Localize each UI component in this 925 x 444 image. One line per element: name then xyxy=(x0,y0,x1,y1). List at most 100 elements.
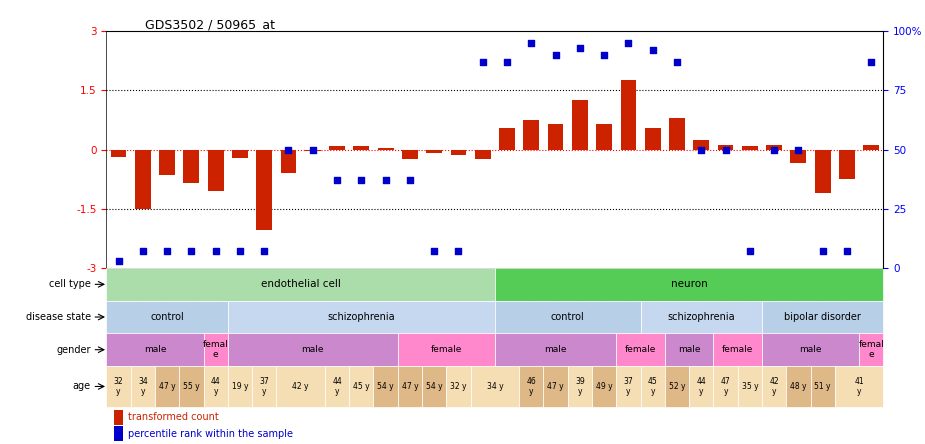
Text: endothelial cell: endothelial cell xyxy=(261,279,340,289)
Bar xyxy=(597,124,612,150)
Point xyxy=(549,51,563,58)
Bar xyxy=(640,366,665,407)
Text: schizophrenia: schizophrenia xyxy=(668,312,735,322)
Bar xyxy=(256,150,272,230)
Bar xyxy=(766,145,782,150)
Text: femal
e: femal e xyxy=(858,340,884,359)
Point xyxy=(621,40,635,47)
Point xyxy=(184,248,199,255)
Text: 55 y: 55 y xyxy=(183,382,200,391)
Bar xyxy=(548,124,563,150)
Text: 54 y: 54 y xyxy=(426,382,442,391)
Point xyxy=(500,58,514,65)
Text: percentile rank within the sample: percentile rank within the sample xyxy=(129,428,293,439)
Bar xyxy=(106,301,228,333)
Bar xyxy=(325,366,350,407)
Text: 41
y: 41 y xyxy=(855,377,864,396)
Bar xyxy=(495,268,883,301)
Text: 39
y: 39 y xyxy=(575,377,585,396)
Text: bipolar disorder: bipolar disorder xyxy=(784,312,861,322)
Bar xyxy=(305,150,321,151)
Bar xyxy=(694,140,709,150)
Text: female: female xyxy=(431,345,462,354)
Bar xyxy=(742,147,758,150)
Bar xyxy=(500,128,515,150)
Text: 51 y: 51 y xyxy=(814,382,831,391)
Point xyxy=(378,177,393,184)
Text: 47 y: 47 y xyxy=(159,382,176,391)
Bar xyxy=(665,333,713,366)
Bar xyxy=(232,150,248,158)
Bar xyxy=(645,128,660,150)
Text: male: male xyxy=(544,345,567,354)
Bar xyxy=(762,333,859,366)
Bar xyxy=(204,366,228,407)
Bar xyxy=(374,366,398,407)
Bar xyxy=(252,366,277,407)
Point xyxy=(111,258,126,265)
Bar xyxy=(446,366,471,407)
Point xyxy=(135,248,150,255)
Bar xyxy=(280,150,296,173)
Bar xyxy=(839,150,855,179)
Text: 49 y: 49 y xyxy=(596,382,612,391)
Bar xyxy=(106,366,130,407)
Text: 35 y: 35 y xyxy=(742,382,758,391)
Point xyxy=(524,40,538,47)
Text: female: female xyxy=(625,345,656,354)
Point xyxy=(208,248,223,255)
Point xyxy=(573,44,587,51)
Text: 37
y: 37 y xyxy=(623,377,634,396)
Text: 42
y: 42 y xyxy=(770,377,779,396)
Bar xyxy=(450,150,466,155)
Point xyxy=(281,146,296,153)
Bar xyxy=(519,366,544,407)
Bar xyxy=(159,150,175,175)
Text: male: male xyxy=(678,345,700,354)
Point xyxy=(232,248,247,255)
Bar xyxy=(350,366,374,407)
Bar xyxy=(130,366,155,407)
Text: cell type: cell type xyxy=(49,279,91,289)
Bar xyxy=(228,366,252,407)
Point xyxy=(694,146,709,153)
Text: 47
y: 47 y xyxy=(721,377,731,396)
Bar xyxy=(329,147,345,150)
Bar xyxy=(669,118,684,150)
Point xyxy=(597,51,611,58)
Bar xyxy=(377,148,393,150)
Bar xyxy=(713,333,762,366)
Bar xyxy=(204,333,228,366)
Point xyxy=(160,248,175,255)
Bar xyxy=(135,150,151,209)
Point xyxy=(426,248,441,255)
Bar xyxy=(228,301,495,333)
Text: 54 y: 54 y xyxy=(377,382,394,391)
Text: gender: gender xyxy=(56,345,91,355)
Text: 45 y: 45 y xyxy=(353,382,370,391)
Text: disease state: disease state xyxy=(26,312,91,322)
Point xyxy=(451,248,466,255)
Bar xyxy=(183,150,199,183)
Bar xyxy=(544,366,568,407)
Bar xyxy=(791,150,807,163)
Bar xyxy=(640,301,762,333)
Bar xyxy=(495,301,640,333)
Point xyxy=(670,58,684,65)
Text: 48 y: 48 y xyxy=(790,382,807,391)
Text: 44
y: 44 y xyxy=(332,377,342,396)
Text: transformed count: transformed count xyxy=(129,412,219,422)
Point xyxy=(475,58,490,65)
Point xyxy=(718,146,733,153)
Text: male: male xyxy=(143,345,166,354)
Text: 34
y: 34 y xyxy=(138,377,148,396)
Point xyxy=(791,146,806,153)
Text: 34 y: 34 y xyxy=(487,382,503,391)
Bar xyxy=(155,366,179,407)
Point xyxy=(329,177,344,184)
Text: 42 y: 42 y xyxy=(292,382,309,391)
Bar xyxy=(738,366,762,407)
Bar xyxy=(762,366,786,407)
Bar xyxy=(568,366,592,407)
Bar xyxy=(106,333,204,366)
